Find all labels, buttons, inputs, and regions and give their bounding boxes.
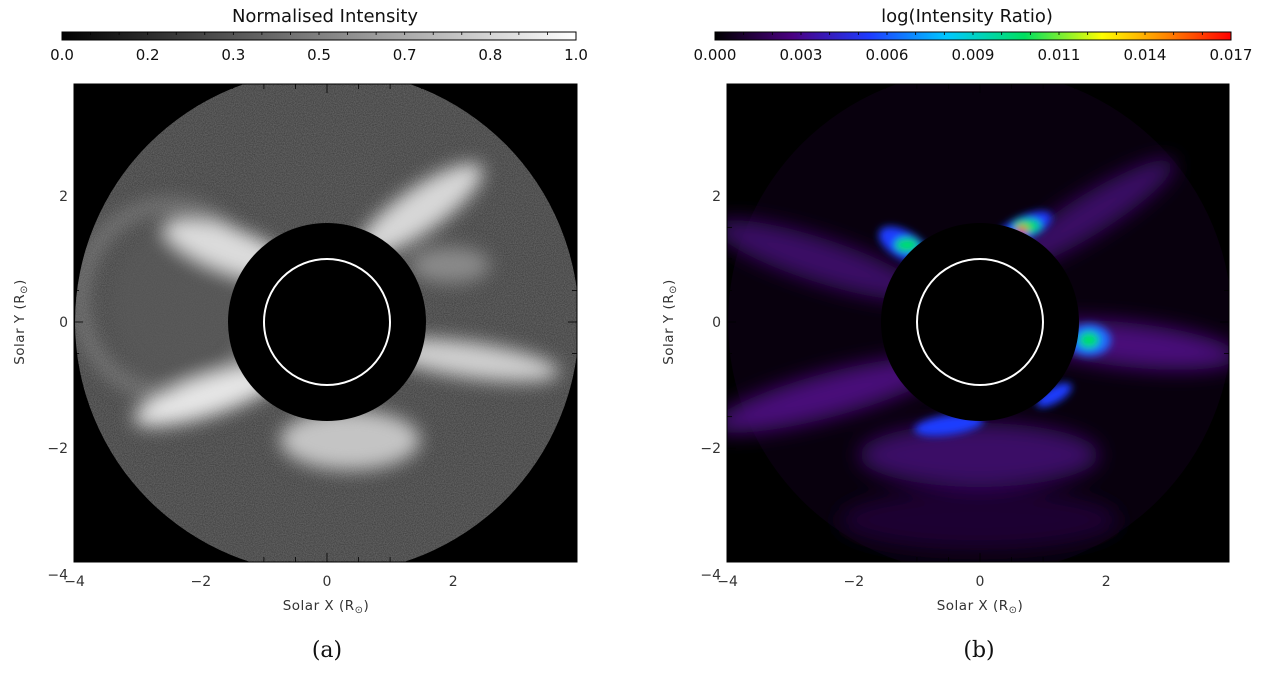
x-axis-tick-label: 2	[449, 574, 458, 590]
intensity-ratio-image-b	[727, 84, 1229, 562]
x-axis-tick-label: 0	[976, 574, 985, 590]
y-axis-tick-label: 2	[59, 189, 68, 205]
colorbar-tick-label: 1.0	[564, 46, 588, 64]
axes-b: −4 −2 0 2 −4 −2 0 2	[700, 84, 1229, 590]
occulter-disk	[228, 223, 426, 421]
y-axis-tick-label: −4	[700, 567, 721, 583]
y-axis-tick-label: −4	[47, 567, 68, 583]
solar-limb-circle	[263, 258, 391, 386]
solar-limb-circle	[916, 258, 1044, 386]
coronagraph-image-a	[74, 84, 577, 562]
colorbar-tick-label: 0.000	[694, 46, 737, 64]
y-axis-label: Solar Y (R⊙)	[661, 279, 679, 365]
panel-b-figure: log(Intensity Ratio) 0.000 0.003 0.006 0.00…	[661, 6, 1253, 616]
occulter-disk	[881, 223, 1079, 421]
x-axis-label: Solar X (R⊙)	[937, 598, 1024, 616]
axes-a: −4 −2 0 2 −4 −2 0 2	[47, 84, 577, 590]
panel-a-figure: Normalised Intensity 0.0 0.2 0.3 0.5 0.7 0.8 1…	[12, 6, 588, 616]
caption-b: (b)	[963, 638, 995, 663]
y-axis-tick-label: −2	[700, 441, 721, 457]
y-axis-tick-label: −2	[47, 441, 68, 457]
x-axis-tick-label: −2	[843, 574, 864, 590]
colorbar-tick-label: 0.7	[393, 46, 417, 64]
y-axis-tick-label: 0	[59, 315, 68, 331]
panel-a: Normalised Intensity 0.0 0.2 0.3 0.5 0.7 0.8 1…	[0, 0, 620, 671]
y-axis-tick-label: 2	[712, 189, 721, 205]
colorbar-tick-labels: 0.000 0.003 0.006 0.009 0.011 0.014 0.017	[694, 32, 1253, 64]
colorbar-tick-label: 0.2	[136, 46, 160, 64]
colorbar-title: log(Intensity Ratio)	[881, 6, 1053, 27]
colorbar-tick-label: 0.009	[952, 46, 995, 64]
colorbar-tick-label: 0.0	[50, 46, 74, 64]
x-axis-tick-label: 0	[323, 574, 332, 590]
colorbar-tick-label: 0.5	[307, 46, 331, 64]
panel-b: log(Intensity Ratio) 0.000 0.003 0.006 0.00…	[649, 0, 1269, 671]
colorbar-tick-labels: 0.0 0.2 0.3 0.5 0.7 0.8 1.0	[50, 32, 588, 64]
caption-a: (a)	[311, 638, 343, 663]
colorbar-tick-label: 0.011	[1038, 46, 1081, 64]
colorbar-tick-label: 0.8	[478, 46, 502, 64]
colorbar-tick-label: 0.3	[221, 46, 245, 64]
x-axis-tick-label: −4	[64, 574, 85, 590]
y-axis-label: Solar Y (R⊙)	[12, 279, 30, 365]
colorbar-tick-label: 0.017	[1210, 46, 1253, 64]
y-axis-tick-label: 0	[712, 315, 721, 331]
x-axis-tick-label: 2	[1102, 574, 1111, 590]
colorbar-tick-label: 0.006	[866, 46, 909, 64]
x-axis-label: Solar X (R⊙)	[283, 598, 370, 616]
colorbar-title: Normalised Intensity	[232, 6, 418, 27]
x-axis-tick-label: −4	[717, 574, 738, 590]
x-axis-tick-label: −2	[190, 574, 211, 590]
colorbar-tick-label: 0.014	[1124, 46, 1167, 64]
colorbar-tick-label: 0.003	[780, 46, 823, 64]
